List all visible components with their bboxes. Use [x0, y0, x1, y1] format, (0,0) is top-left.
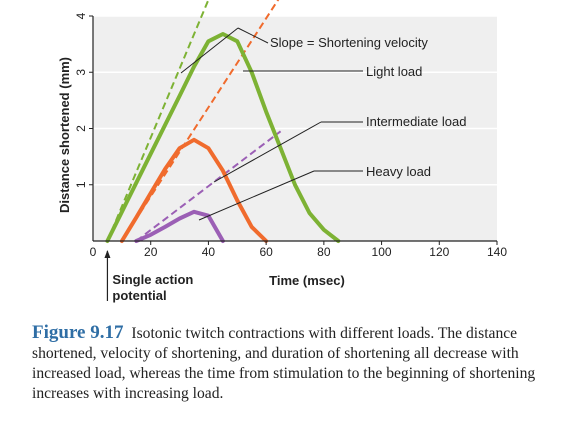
slope-line-2: [135, 130, 282, 242]
x-tick-label-140: 140: [487, 245, 507, 259]
intermediate-load-leader: [213, 121, 322, 183]
line-chart: 0 20 40 60 80 100 120 140 1 2 3 4 Slope = Shortenin…: [57, 0, 507, 303]
series-line-intermediate-load: [119, 137, 269, 243]
y-tick-label-2: 2: [74, 125, 88, 132]
annotation-heavy-load: Heavy load: [366, 164, 431, 179]
slope-line-0: [106, 0, 210, 242]
annotation-stimulus-line-2: potential: [112, 288, 166, 303]
y-tick-label-3: 3: [74, 69, 88, 76]
y-tick-label-1: 1: [74, 181, 88, 188]
annotation-light-load: Light load: [366, 64, 422, 79]
series-line-light-load: [105, 32, 341, 243]
axes: [89, 15, 498, 245]
annotation-intermediate-load: Intermediate load: [366, 114, 466, 129]
caption-text: Isotonic twitch contractions with differ…: [32, 325, 536, 402]
grid: [93, 15, 497, 241]
x-axis-label: Time (msec): [269, 273, 345, 288]
heavy-load-leader: [198, 170, 315, 221]
y-axis-label: Distance shortened (mm): [57, 57, 72, 213]
slope-leader-line: [237, 27, 269, 44]
y-tick-label-4: 4: [74, 12, 88, 19]
x-tick-label-0: 0: [90, 245, 97, 259]
annotations: Slope = Shortening velocity Light load Int…: [104, 27, 466, 303]
x-tick-label-60: 60: [259, 245, 273, 259]
stimulus-arrow-head: [104, 250, 111, 258]
slope-lines: [106, 0, 282, 242]
slope-leader-line-2: [180, 27, 239, 74]
x-tick-label-120: 120: [429, 245, 449, 259]
tick-labels: 0 20 40 60 80 100 120 140 1 2 3 4: [74, 12, 507, 259]
x-tick-label-100: 100: [372, 245, 392, 259]
x-tick-label-80: 80: [317, 245, 331, 259]
annotation-stimulus-line-1: Single action: [112, 272, 193, 287]
caption-label: Figure 9.17: [32, 322, 124, 343]
x-tick-label-40: 40: [202, 245, 216, 259]
slope-line-1: [121, 0, 280, 242]
figure-caption: Figure 9.17 Isotonic twitch contractions…: [32, 323, 552, 404]
annotation-slope: Slope = Shortening velocity: [270, 35, 428, 50]
x-tick-label-20: 20: [144, 245, 158, 259]
